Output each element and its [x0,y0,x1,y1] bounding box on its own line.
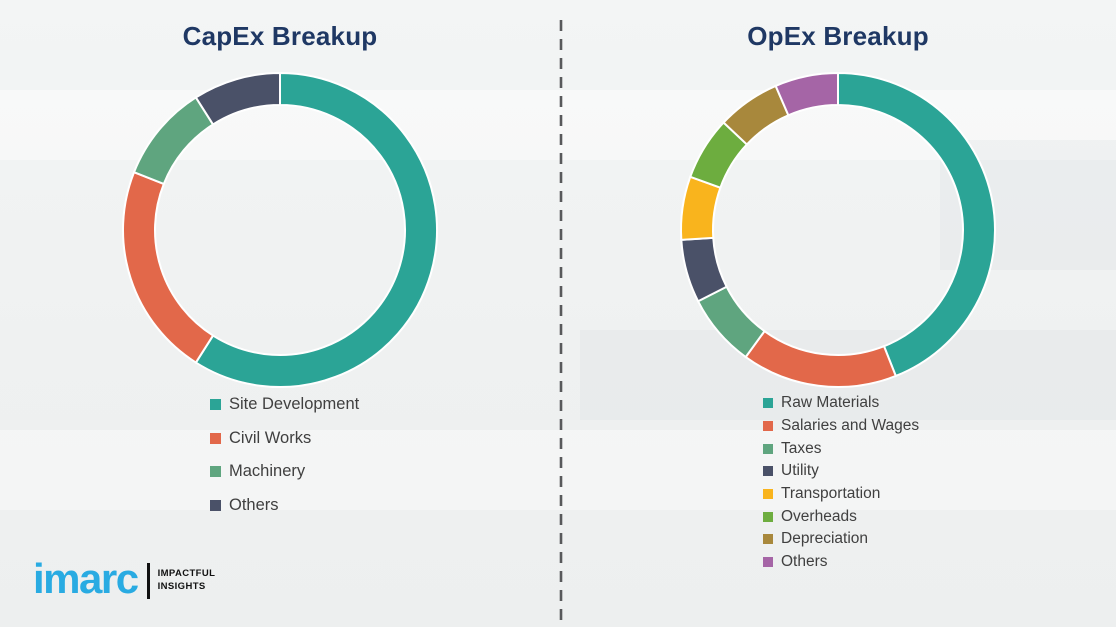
imarc-tagline-line1: IMPACTFUL [157,568,216,580]
donut-segment-others [774,71,839,117]
legend-label-depreciation: Depreciation [781,530,869,548]
legend-marker-utility [763,466,773,477]
opex-chart-title: OpEx Breakup [747,21,929,51]
legend-label-salaries-and-wages: Salaries and Wages [781,417,920,435]
section-divider [559,20,563,625]
legend-marker-civil-works [210,432,221,444]
legend-label-others: Others [229,495,279,514]
legend-item-overheads: Overheads [763,505,919,528]
legend-marker-overheads [763,511,773,522]
imarc-tagline-line2: INSIGHTS [157,581,206,592]
legend-marker-depreciation [763,534,773,545]
donut-segment-machinery [132,96,215,186]
legend-item-transportation: Transportation [763,483,919,506]
legend-marker-transportation [763,489,773,500]
legend-label-machinery: Machinery [229,462,306,481]
legend-marker-others [763,557,773,568]
legend-label-taxes: Taxes [781,439,822,457]
donut-segment-civil-works [122,170,215,364]
capex-legend: Site Development Civil Works Machinery Othe… [210,388,359,522]
imarc-logo-wordmark: imarc [33,555,139,602]
legend-label-site-development: Site Development [229,395,360,414]
legend-item-machinery: Machinery [210,455,359,489]
legend-item-others: Others [763,551,919,574]
legend-item-others: Others [210,489,359,523]
legend-label-utility: Utility [781,462,819,480]
legend-item-depreciation: Depreciation [763,528,919,551]
legend-marker-salaries-and-wages [763,421,773,432]
legend-marker-raw-materials [763,398,773,409]
donut-segment-raw-materials [837,71,996,378]
legend-item-salaries-and-wages: Salaries and Wages [763,415,919,438]
donut-segment-others [194,71,281,126]
legend-item-taxes: Taxes [763,437,919,460]
legend-marker-machinery [210,466,221,478]
imarc-logo: imarc IMPACTFUL INSIGHTS [33,558,215,600]
donut-segment-site-development [194,71,438,388]
legend-marker-site-development [210,399,221,411]
imarc-logo-tagline: IMPACTFUL INSIGHTS [158,568,216,594]
legend-item-utility: Utility [763,460,919,483]
legend-item-site-development: Site Development [210,388,359,422]
opex-legend: Raw Materials Salaries and Wages Taxes Util… [763,392,919,574]
legend-marker-taxes [763,443,773,454]
legend-label-overheads: Overheads [781,507,857,525]
legend-item-civil-works: Civil Works [210,422,359,456]
legend-item-raw-materials: Raw Materials [763,392,919,415]
capex-donut-chart [120,70,440,390]
donut-segment-salaries-and-wages [744,329,898,388]
opex-donut-chart [678,70,998,390]
imarc-logo-divider-bar [146,563,150,599]
legend-label-raw-materials: Raw Materials [781,394,880,412]
capex-chart-title: CapEx Breakup [182,21,378,51]
legend-label-others: Others [781,553,828,571]
legend-label-transportation: Transportation [781,485,881,503]
legend-marker-others [210,499,221,511]
legend-label-civil-works: Civil Works [229,428,312,447]
